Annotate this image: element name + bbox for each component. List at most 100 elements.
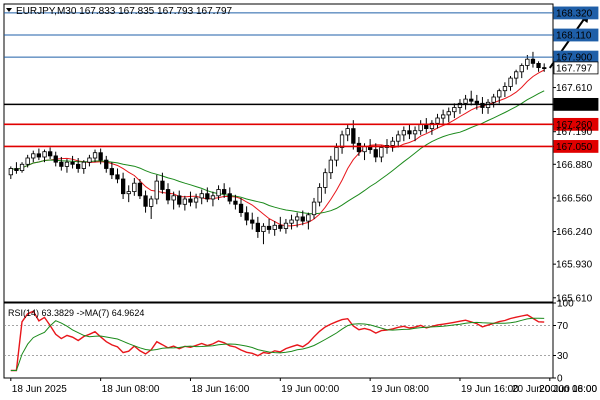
candle-body (530, 58, 536, 64)
candle-body (289, 219, 294, 224)
price-tag-label: 167.797 (556, 63, 593, 74)
price-tag-blue (553, 28, 599, 42)
candle-body (480, 102, 485, 108)
candle-body (8, 168, 14, 176)
candle-body (182, 198, 188, 205)
candle-body (373, 149, 378, 158)
candle-body (536, 63, 541, 69)
candle-body (25, 157, 30, 165)
candle-body (401, 130, 407, 136)
price-tag-blue (553, 6, 599, 20)
candle-body (334, 147, 339, 161)
ma-fast-line (10, 69, 545, 227)
candle-body (294, 216, 300, 221)
y-tick-label: 165.930 (556, 260, 593, 271)
candle-body (76, 163, 81, 169)
price-tag-red (553, 117, 599, 131)
candle-body (542, 67, 547, 69)
candle-body (356, 142, 362, 153)
candle-body (272, 224, 277, 230)
candle-body (266, 225, 272, 230)
candle-body (132, 182, 137, 192)
candle-body (115, 174, 120, 180)
y-tick-label: 167.190 (556, 127, 593, 138)
rsi-tick-label: 100 (557, 299, 574, 310)
candle-body (463, 98, 468, 104)
candle-body (31, 153, 36, 159)
candle-body (233, 200, 238, 205)
candle-body (250, 219, 255, 224)
chart-title: EURJPY,M30 167.833 167.835 167.793 167.7… (16, 6, 233, 17)
symbol-dropdown-icon[interactable] (6, 8, 12, 12)
candle-body (396, 134, 401, 142)
price-tag-black (553, 97, 599, 111)
candle-body (64, 161, 70, 167)
candle-body (48, 151, 53, 157)
candle-body (407, 130, 412, 135)
candle-body (525, 58, 530, 66)
candle-body (323, 172, 328, 188)
x-tick-label: 18 Jun 2025 (12, 384, 67, 395)
candle-body (446, 111, 451, 116)
candle-body (14, 168, 19, 171)
price-tag-label: 167.260 (556, 120, 593, 131)
price-tag-red (553, 140, 599, 153)
rsi-ma-line (10, 317, 545, 371)
y-tick-label: 166.560 (556, 193, 593, 204)
price-tag-label: 167.050 (556, 142, 593, 153)
candle-body (165, 189, 171, 201)
candle-body (255, 222, 261, 232)
candle-body (469, 98, 474, 102)
x-tick-label: 20 Jun 08:00 (539, 384, 597, 395)
price-tag-label: 168.110 (556, 31, 592, 42)
candle-body (171, 195, 176, 201)
candle-body (457, 102, 463, 108)
candle-body (390, 140, 395, 146)
price-tag-label: 168.320 (556, 8, 593, 19)
rsi-tick-label: 30 (557, 351, 569, 362)
candle-body (121, 178, 126, 195)
candle-body (92, 152, 98, 159)
ma-slow-line (10, 90, 545, 215)
rsi-line (10, 310, 545, 372)
candle-body (491, 96, 496, 103)
candle-body (148, 198, 154, 207)
candle-body (238, 203, 244, 213)
candle-body (497, 90, 502, 98)
price-tag-label: 167.900 (556, 53, 593, 64)
candle-body (109, 168, 114, 176)
candle-body (244, 212, 249, 221)
candle-body (306, 214, 311, 222)
candle-body (19, 163, 25, 172)
x-tick-label: 19 Jun 08:00 (371, 384, 429, 395)
candle-body (261, 225, 266, 233)
candle-body (283, 222, 289, 229)
candle-body (70, 161, 75, 165)
y-tick-label: 166.240 (556, 227, 593, 238)
x-tick-label: 20 Jun 16:00 (539, 384, 597, 395)
candle-body (87, 157, 92, 163)
candle-body (412, 130, 418, 135)
rsi-tick-label: 70 (557, 321, 569, 332)
candle-body (154, 180, 159, 200)
candle-body (104, 159, 109, 169)
candle-body (216, 189, 221, 197)
candle-body (429, 122, 435, 130)
y-tick-label: 166.880 (556, 160, 593, 171)
candle-body (440, 114, 446, 119)
candle-body (508, 77, 513, 87)
candle-body (53, 155, 58, 163)
candle-body (339, 134, 345, 148)
candle-body (59, 161, 64, 167)
candle-body (205, 193, 210, 200)
candle-body (474, 100, 480, 104)
candle-body (137, 182, 143, 197)
price-tag-label: 167.450 (556, 100, 593, 111)
candle-body (210, 195, 216, 200)
candle-body (193, 197, 199, 203)
candle-body (199, 193, 204, 199)
x-tick-label: 20 Jun 00:00 (512, 384, 570, 395)
candle-body (227, 193, 232, 202)
candle-body (452, 107, 457, 113)
